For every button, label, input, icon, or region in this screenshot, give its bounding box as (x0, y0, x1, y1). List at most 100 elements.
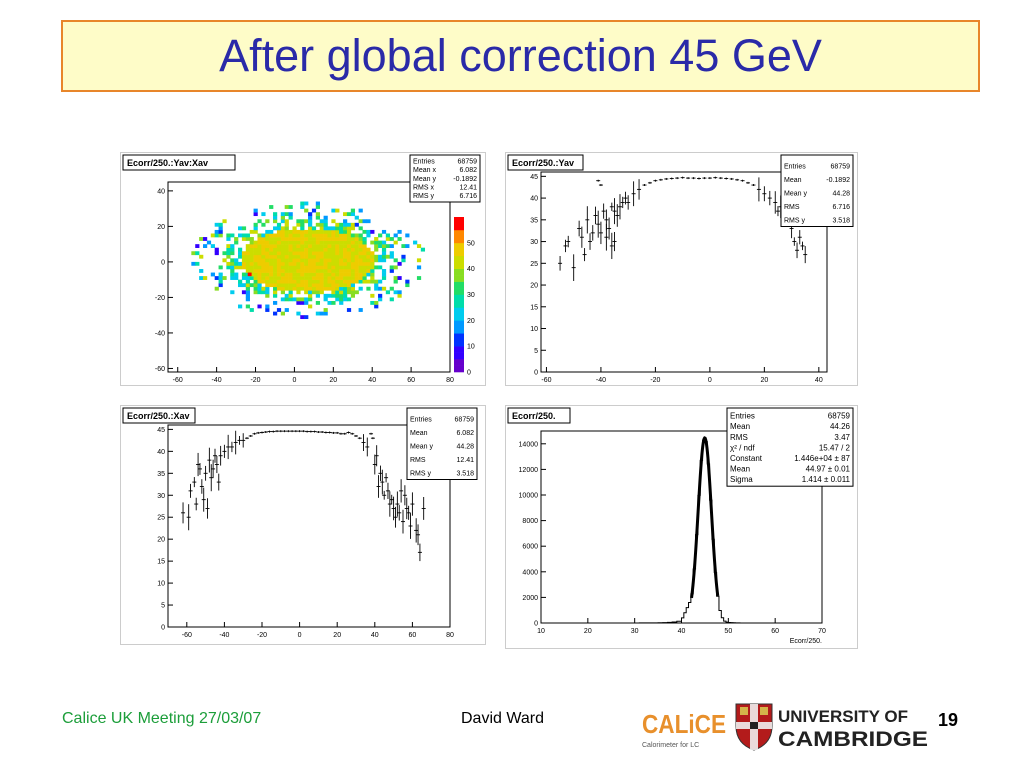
heatmap-cell (292, 244, 297, 249)
heatmap-cell (257, 283, 262, 288)
heatmap-cell (323, 222, 328, 227)
heatmap-cell (280, 311, 285, 316)
y-tick-label: 5 (161, 603, 165, 610)
heatmap-cell (304, 240, 309, 245)
heatmap-cell (238, 279, 243, 284)
heatmap-cell (261, 290, 266, 295)
heatmap-cell (308, 279, 313, 284)
color-scale-band (454, 288, 464, 295)
heatmap-cell (354, 265, 359, 270)
heatmap-cell (370, 229, 375, 234)
stats-label: Mean (730, 422, 750, 431)
heatmap-cell (393, 240, 398, 245)
heatmap-cell (311, 208, 317, 213)
stats-value: 68759 (458, 159, 478, 166)
heatmap-cell (327, 283, 332, 288)
heatmap-cell (327, 237, 332, 241)
heatmap-cell (315, 258, 320, 263)
heatmap-cell (296, 229, 301, 234)
heatmap-cell (311, 247, 317, 252)
heatmap-cell (335, 233, 340, 238)
heatmap-cell (284, 276, 289, 280)
heatmap-cell (230, 261, 235, 266)
heatmap-cell (346, 279, 352, 284)
panel-histogram-ecorr: 10 20 30 40 50 60 70 0 2000 4000 6000 8000 10000 1200… (505, 405, 858, 649)
x-tick-label: 20 (329, 377, 337, 384)
heatmap-cell (311, 251, 317, 256)
heatmap-cell (257, 237, 262, 241)
heatmap-cell (269, 283, 274, 288)
heatmap-cell (346, 212, 352, 217)
heatmap-cell (331, 240, 336, 245)
heatmap-cell (199, 276, 204, 280)
heatmap-cell (296, 233, 301, 238)
heatmap-cell (210, 233, 215, 238)
x-tick-label: 40 (815, 377, 823, 384)
heatmap-cell (249, 244, 254, 249)
heatmap-cell (218, 265, 223, 270)
heatmap-cell (280, 286, 285, 291)
heatmap-cell (273, 219, 278, 224)
heatmap-cell (284, 247, 289, 252)
heatmap-cell (273, 286, 278, 291)
heatmap-cell (273, 276, 278, 280)
plot-frame (540, 171, 828, 373)
stats-value: 44.26 (830, 422, 851, 431)
heatmap-cell (343, 272, 348, 277)
heatmap-cell (284, 233, 289, 238)
heatmap-cell (350, 251, 356, 256)
heatmap-cell (241, 226, 247, 231)
heatmap-cell (362, 240, 367, 245)
heatmap-cell (269, 251, 274, 256)
heatmap-cell (358, 308, 363, 312)
stats-value: 6.082 (456, 430, 474, 437)
chart-title: Ecorr/250. (512, 411, 556, 421)
heatmap-cell (280, 290, 285, 295)
heatmap-cell (311, 272, 317, 277)
heatmap-cell (241, 276, 247, 280)
heatmap-cell (308, 258, 313, 263)
heatmap-cell (416, 244, 422, 249)
heatmap-cell (350, 286, 356, 291)
heatmap-cell (319, 240, 324, 245)
heatmap-cell (331, 229, 336, 234)
heatmap-cell (315, 222, 320, 227)
heatmap-cell (253, 251, 258, 256)
heatmap-cell (300, 229, 305, 234)
heatmap-cell (257, 279, 262, 284)
heatmap-cell (370, 265, 375, 270)
heatmap-cell (195, 244, 200, 249)
heatmap-cell (226, 265, 231, 270)
chart-title-box (122, 154, 236, 171)
heatmap-cell (296, 244, 301, 249)
heatmap-cell (323, 276, 328, 280)
heatmap-cell (343, 229, 348, 234)
heatmap-cell (257, 254, 262, 259)
heatmap-cell (319, 279, 324, 284)
stats-value: 12.41 (456, 457, 474, 464)
heatmap-cell (335, 226, 340, 231)
heatmap-cell (288, 269, 293, 273)
stats-value: 6.716 (459, 193, 477, 200)
stats-value: 68759 (455, 417, 475, 424)
heatmap-cell (253, 247, 258, 252)
heatmap-cell (261, 247, 266, 252)
heatmap-cell (265, 265, 270, 270)
heatmap-cell (238, 261, 243, 266)
heatmap-cell (416, 258, 422, 263)
heatmap-cell (284, 254, 289, 259)
heatmap-cell (362, 276, 367, 280)
heatmap-cell (339, 300, 344, 305)
heatmap-cell (389, 244, 394, 249)
heatmap-cell (319, 286, 324, 291)
heatmap-cell (288, 297, 293, 302)
color-scale-band (454, 313, 464, 321)
heatmap-cell (358, 219, 363, 224)
heatmap-cell (284, 308, 289, 312)
heatmap-cell (273, 233, 278, 238)
color-scale-band (454, 365, 464, 373)
y-tick-label: 45 (157, 427, 165, 434)
heatmap-cell (319, 226, 324, 231)
heatmap-cell (273, 261, 278, 266)
heatmap-cell (331, 300, 336, 305)
